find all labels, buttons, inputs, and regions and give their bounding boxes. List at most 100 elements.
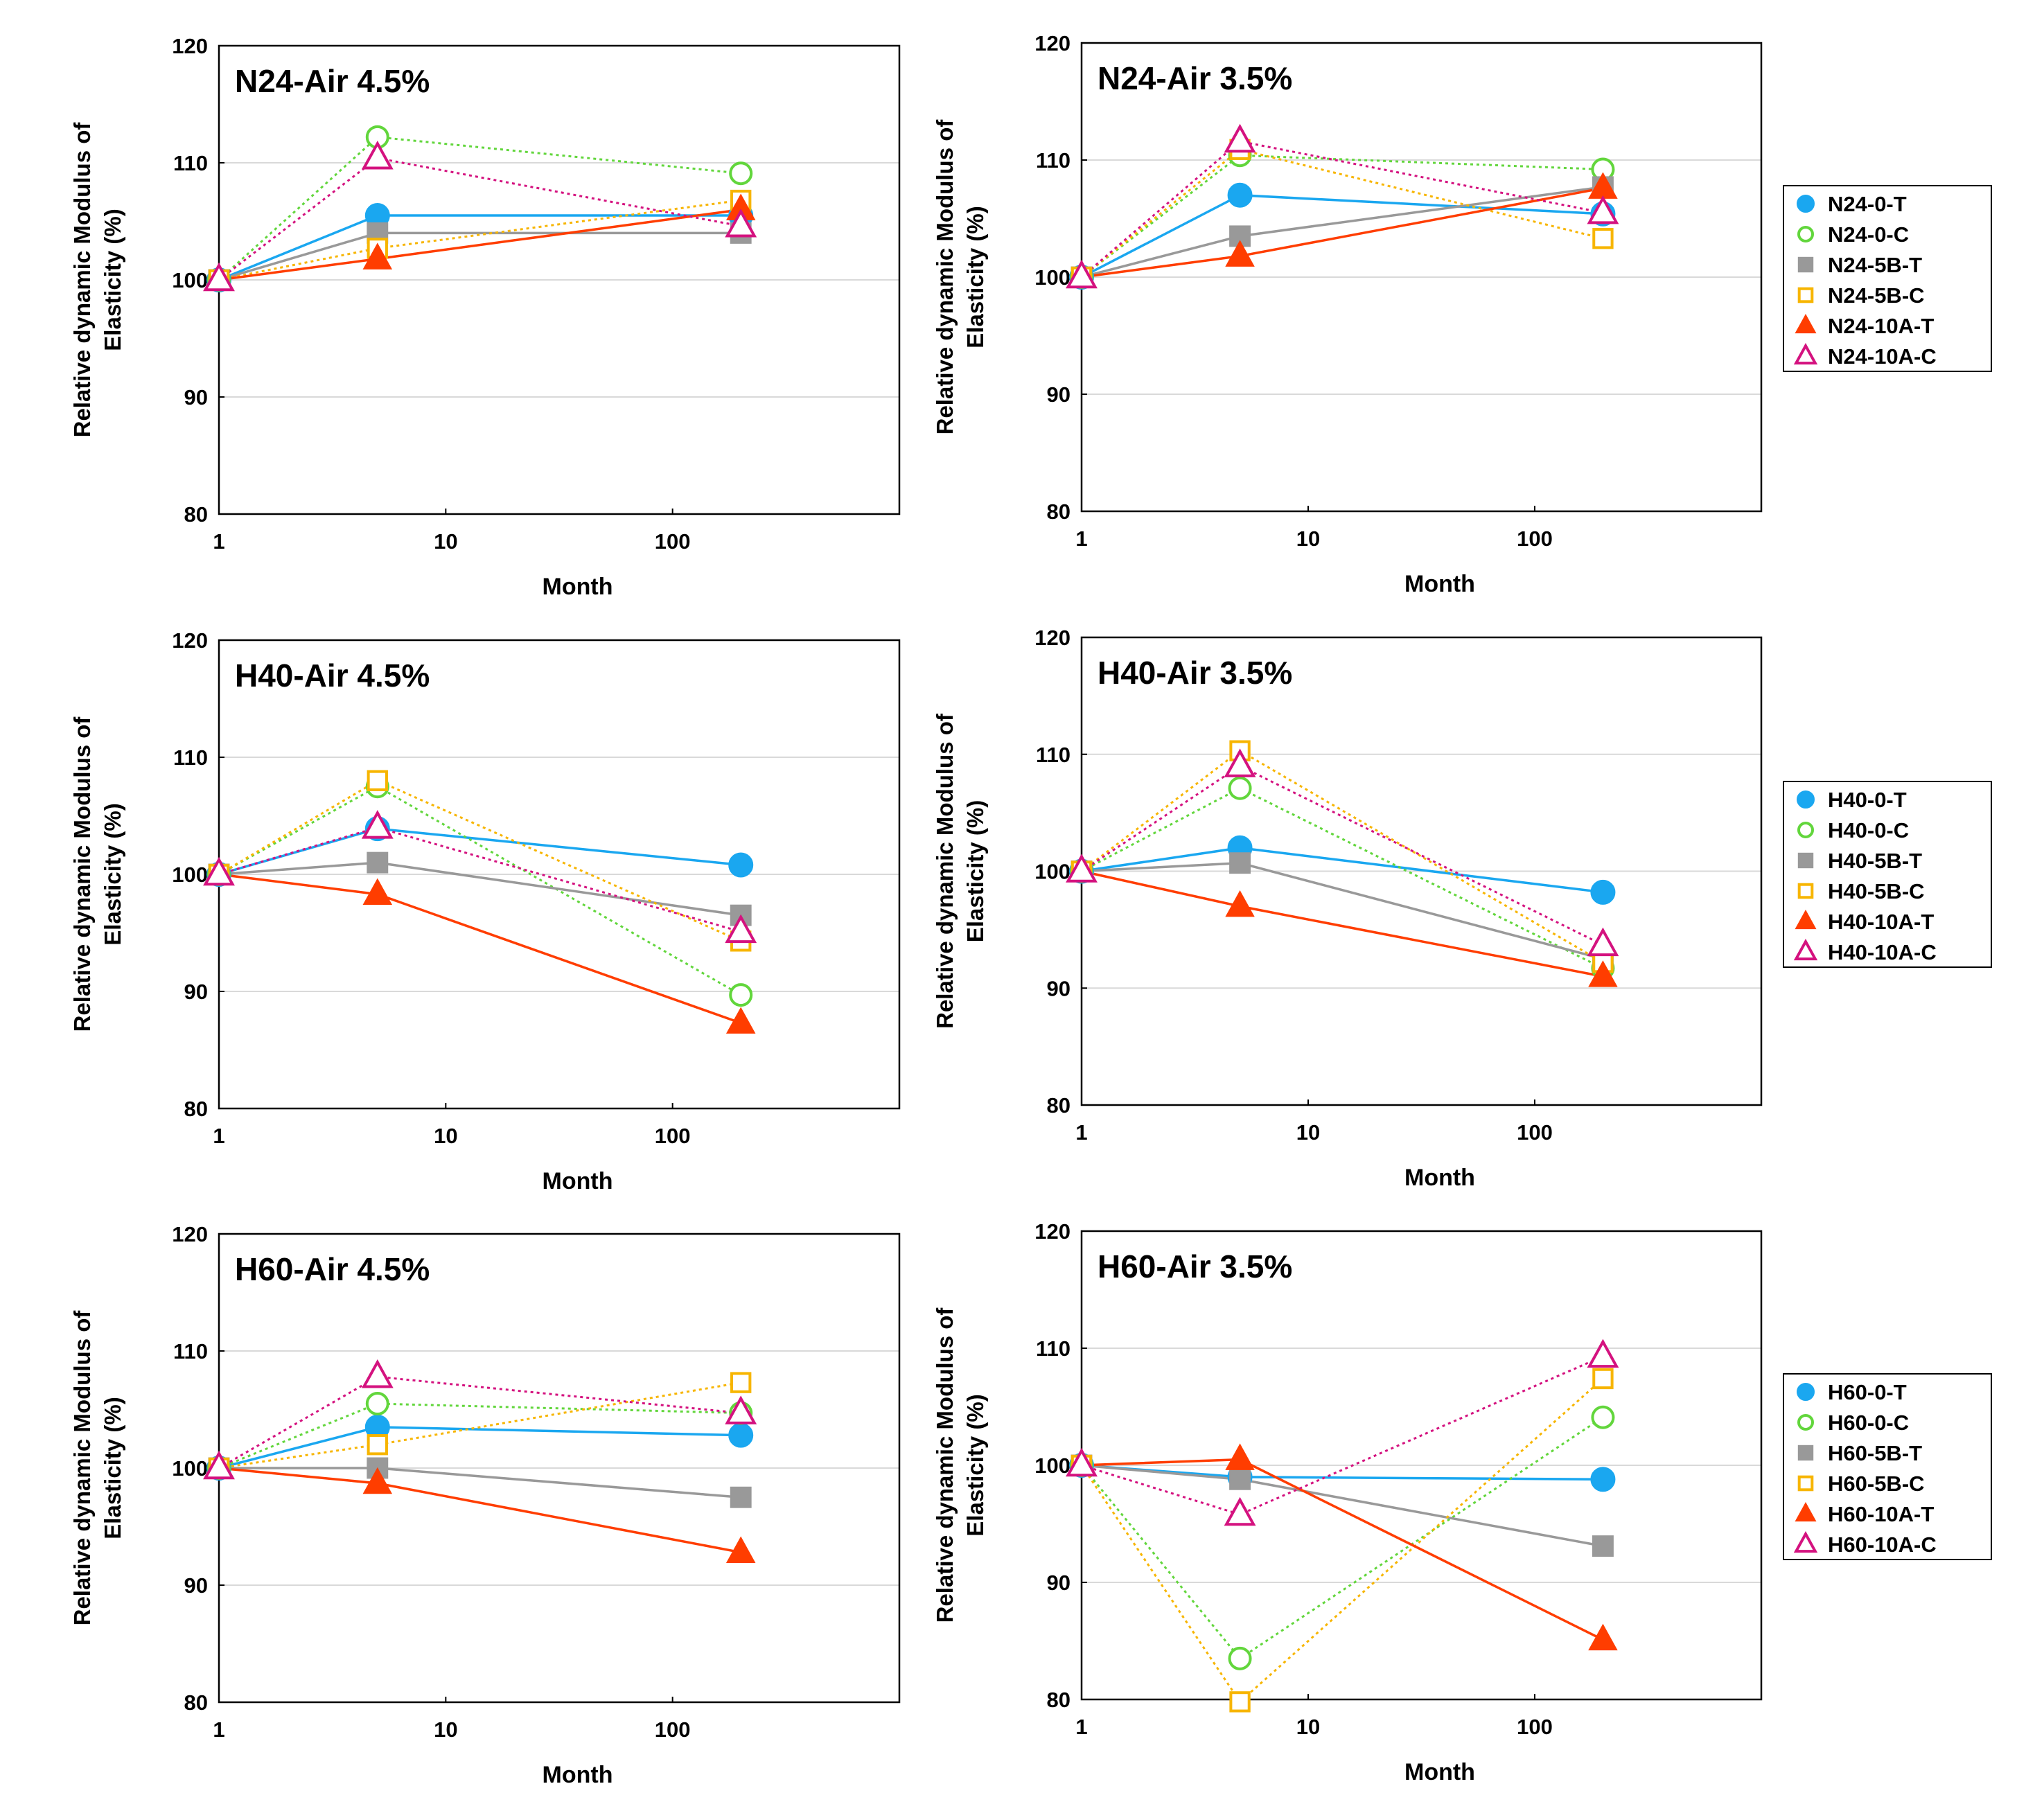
legend-marker-N24-5B-C <box>1797 287 1814 303</box>
x-axis-title: Month <box>1404 1165 1475 1191</box>
y-axis-title-line2: Elasticity (%) <box>962 800 988 942</box>
series-line-H60-5B-C <box>218 1381 741 1469</box>
x-tick-label: 100 <box>655 1717 691 1742</box>
data-point-H40-10A-T-2 <box>362 878 393 906</box>
legend-marker-H40-0-C <box>1797 822 1814 838</box>
data-point-H60-0-T-3 <box>1590 1467 1616 1492</box>
x-tick-label: 10 <box>434 529 457 554</box>
x-tick-label: 100 <box>1517 1120 1553 1145</box>
x-tick-label: 10 <box>434 1717 457 1742</box>
data-point-N24-10A-T-2 <box>1225 240 1255 267</box>
x-tick-label: 100 <box>1517 527 1553 551</box>
data-point-H60-10A-C-2 <box>1224 1496 1256 1526</box>
data-point-H60-0-T-3 <box>728 1422 754 1448</box>
x-tick-label: 100 <box>1517 1715 1553 1739</box>
data-point-H40-5B-C-2 <box>367 770 388 791</box>
series-line-H60-5B-C <box>1080 1377 1604 1704</box>
y-tick-label: 120 <box>172 1222 208 1246</box>
legend-label-H40-5B-T: H40-5B-T <box>1828 849 1922 873</box>
legend-label-N24-5B-T: N24-5B-T <box>1828 253 1922 277</box>
legend-box <box>1783 781 1992 968</box>
data-point-H60-5B-T-3 <box>1592 1535 1614 1557</box>
series-line-N24-10A-C <box>218 157 741 281</box>
data-point-N24-10A-C-2 <box>1224 123 1256 153</box>
y-tick-label: 120 <box>1034 626 1071 650</box>
x-tick-label: 1 <box>213 529 224 554</box>
data-point-N24-10A-C-2 <box>361 141 394 170</box>
legend-marker-H60-0-C <box>1797 1414 1814 1431</box>
legend-label-H40-5B-C: H40-5B-C <box>1828 879 1925 903</box>
series-line-N24-5B-T <box>218 231 741 281</box>
legend-marker-H60-5B-T <box>1797 1445 1814 1461</box>
y-axis-title-line1: Relative dynamic Modulus of <box>932 1307 958 1623</box>
data-point-H40-0-T-3 <box>1590 879 1616 905</box>
series-line-H40-10A-T <box>218 873 741 1025</box>
series-line-H40-0-C <box>218 785 741 996</box>
series-line-H40-0-T <box>1081 846 1603 894</box>
y-axis-title-line2: Elasticity (%) <box>100 803 125 945</box>
x-axis-title: Month <box>543 1762 613 1788</box>
data-point-H40-10A-C-2 <box>1224 748 1256 777</box>
series-line-H40-10A-T <box>1081 869 1603 978</box>
series-line-H40-10A-C <box>218 826 741 933</box>
legend-marker-H60-5B-C <box>1797 1475 1814 1492</box>
data-point-H60-5B-C-2 <box>367 1434 388 1456</box>
legend-label-H60-0-C: H60-0-C <box>1828 1411 1909 1435</box>
series-line-H60-0-T <box>218 1426 741 1469</box>
legend-label-H60-5B-T: H60-5B-T <box>1828 1441 1922 1465</box>
data-point-H60-5B-C-2 <box>1229 1691 1251 1713</box>
y-tick-label: 110 <box>1036 1336 1071 1361</box>
series-line-H40-5B-T <box>1081 861 1603 960</box>
data-point-N24-0-C-3 <box>729 161 753 186</box>
series-line-H60-5B-T <box>219 1467 741 1499</box>
legend: H40-0-T H40-0-C H40-5B-T H40-5B-C H40-10A-T H… <box>1783 781 1992 968</box>
data-point-H40-10A-C-3 <box>725 914 757 944</box>
y-tick-label: 100 <box>172 268 208 292</box>
series-line-H60-0-C <box>1080 1416 1604 1660</box>
data-point-H60-10A-C-3 <box>1587 1339 1619 1368</box>
y-tick-label: 90 <box>1047 382 1071 407</box>
x-axis-title: Month <box>543 574 613 600</box>
data-point-H40-10A-T-2 <box>1225 890 1255 917</box>
legend-marker-H40-10A-C <box>1793 938 1818 961</box>
data-point-H60-0-C-3 <box>1591 1405 1615 1429</box>
data-point-H60-0-C-2 <box>1228 1646 1252 1670</box>
y-tick-label: 100 <box>1034 265 1071 290</box>
panel-title: H40-Air 3.5% <box>1098 655 1292 691</box>
legend-label-H60-5B-C: H60-5B-C <box>1828 1472 1925 1496</box>
legend-marker-N24-5B-T <box>1797 256 1814 273</box>
data-point-H40-10A-C-1 <box>1066 854 1098 883</box>
data-point-H40-0-T-3 <box>728 852 754 878</box>
x-tick-label: 10 <box>1296 1715 1320 1739</box>
legend-label-N24-5B-C: N24-5B-C <box>1828 283 1925 308</box>
y-tick-label: 90 <box>184 385 208 409</box>
legend-marker-H40-5B-C <box>1797 883 1814 899</box>
legend-label-H40-0-C: H40-0-C <box>1828 818 1909 842</box>
series-line-H40-5B-C <box>1081 749 1604 964</box>
y-axis-title-line1: Relative dynamic Modulus of <box>69 716 95 1032</box>
data-point-H60-5B-T-3 <box>730 1486 752 1508</box>
x-tick-label: 1 <box>213 1717 224 1742</box>
x-tick-label: 10 <box>1296 1120 1320 1145</box>
x-tick-label: 10 <box>434 1124 457 1148</box>
data-point-H60-10A-C-3 <box>725 1395 757 1424</box>
series-line-N24-0-C <box>1081 154 1603 279</box>
legend-label-H40-10A-T: H40-10A-T <box>1828 910 1934 934</box>
y-tick-label: 90 <box>1047 1571 1071 1595</box>
data-point-N24-10A-C-1 <box>1066 259 1098 289</box>
data-point-H60-10A-T-3 <box>725 1536 756 1563</box>
y-axis-title-line1: Relative dynamic Modulus of <box>932 119 958 435</box>
y-tick-label: 110 <box>1036 148 1071 173</box>
legend-label-N24-0-C: N24-0-C <box>1828 222 1909 247</box>
legend-label-H40-0-T: H40-0-T <box>1828 788 1907 812</box>
panel-title: H60-Air 4.5% <box>235 1251 430 1287</box>
legend-marker-H60-0-T <box>1797 1383 1815 1401</box>
series-line-N24-10A-T <box>218 208 741 281</box>
series-line-H40-5B-T <box>218 861 741 917</box>
legend: N24-0-T N24-0-C N24-5B-T N24-5B-C N24-10A-T N… <box>1783 185 1992 372</box>
data-point-N24-5B-C-3 <box>1592 228 1614 249</box>
x-tick-label: 100 <box>655 529 691 554</box>
